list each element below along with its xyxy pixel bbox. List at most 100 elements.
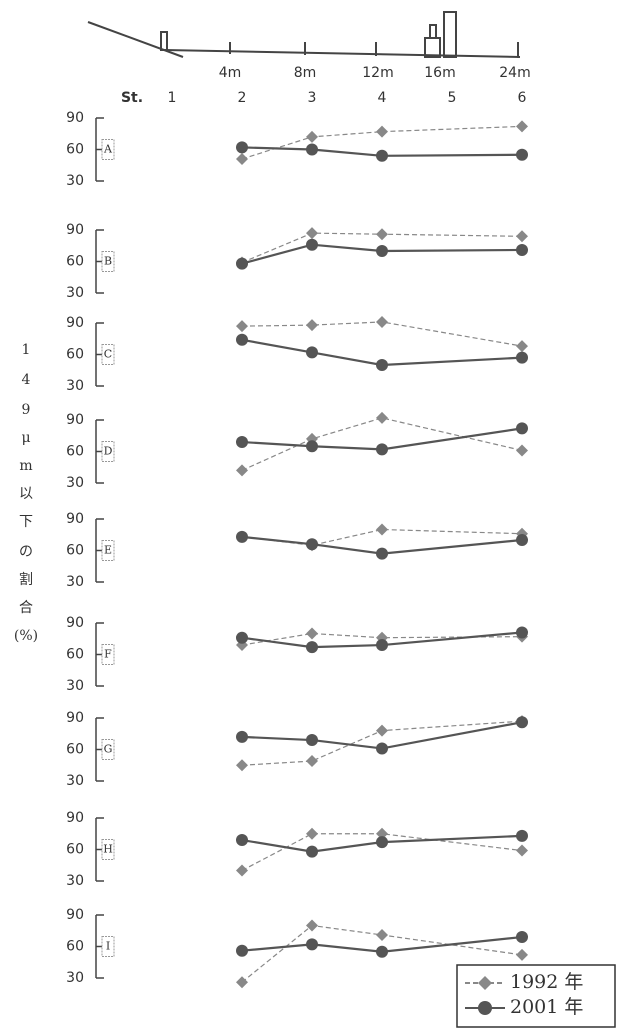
- y-axis-label: 9: [22, 402, 31, 418]
- point: [236, 258, 248, 270]
- y-tick-label: 30: [66, 678, 84, 694]
- point: [306, 538, 318, 550]
- depth-label: 24m: [499, 65, 530, 81]
- y-tick-label: 90: [66, 412, 84, 428]
- point: [376, 725, 388, 737]
- point: [236, 464, 248, 476]
- point: [376, 245, 388, 257]
- y-tick-label: 30: [66, 173, 84, 189]
- legend-marker: [478, 1001, 492, 1015]
- y-axis-label: μ: [21, 430, 30, 446]
- station-number: 2: [238, 90, 247, 106]
- point: [376, 946, 388, 958]
- point: [306, 846, 318, 858]
- y-tick-label: 60: [66, 842, 84, 858]
- point: [516, 931, 528, 943]
- point: [236, 945, 248, 957]
- y-axis-label: (%): [14, 628, 38, 644]
- y-tick-label: 60: [66, 647, 84, 663]
- panel-label: H: [103, 843, 113, 856]
- y-axis-label: 割: [19, 571, 33, 588]
- point: [516, 845, 528, 857]
- point: [306, 734, 318, 746]
- point: [376, 524, 388, 536]
- point: [236, 531, 248, 543]
- point: [236, 632, 248, 644]
- point: [306, 628, 318, 640]
- y-axis-label: m: [19, 458, 32, 474]
- y-axis-label: 合: [19, 600, 33, 616]
- point: [306, 239, 318, 251]
- point: [516, 626, 528, 638]
- panel-label: B: [104, 255, 112, 268]
- point: [516, 244, 528, 256]
- point: [376, 359, 388, 371]
- point: [306, 227, 318, 239]
- y-tick-label: 60: [66, 742, 84, 758]
- seabed: [165, 50, 520, 57]
- point: [516, 340, 528, 352]
- panel-label: I: [106, 940, 110, 953]
- y-tick-label: 90: [66, 511, 84, 527]
- point: [376, 126, 388, 138]
- point: [306, 144, 318, 156]
- y-tick-label: 90: [66, 710, 84, 726]
- point: [306, 828, 318, 840]
- point: [376, 228, 388, 240]
- point: [516, 830, 528, 842]
- y-axis-label: 1: [22, 342, 31, 358]
- depth-label: 16m: [424, 65, 455, 81]
- point: [306, 938, 318, 950]
- y-tick-label: 90: [66, 810, 84, 826]
- y-tick-label: 60: [66, 939, 84, 955]
- point: [236, 834, 248, 846]
- y-axis-label: の: [19, 544, 33, 560]
- y-tick-label: 60: [66, 142, 84, 158]
- point: [306, 346, 318, 358]
- panel-label: F: [104, 648, 112, 661]
- y-tick-label: 60: [66, 254, 84, 270]
- y-tick-label: 30: [66, 285, 84, 301]
- point: [236, 320, 248, 332]
- slope: [88, 22, 183, 57]
- panel-label: D: [104, 445, 113, 458]
- point: [516, 444, 528, 456]
- station-number: 6: [518, 90, 527, 106]
- point: [516, 949, 528, 961]
- point: [236, 865, 248, 877]
- point: [236, 731, 248, 743]
- point: [376, 412, 388, 424]
- y-tick-label: 30: [66, 970, 84, 986]
- y-tick-label: 90: [66, 222, 84, 238]
- y-tick-label: 60: [66, 444, 84, 460]
- point: [306, 131, 318, 143]
- y-tick-label: 30: [66, 773, 84, 789]
- point: [236, 334, 248, 346]
- point: [376, 836, 388, 848]
- point: [306, 319, 318, 331]
- y-axis-label: 4: [22, 372, 31, 388]
- point: [306, 920, 318, 932]
- point: [376, 150, 388, 162]
- structure: [161, 32, 167, 50]
- depth-label: 12m: [362, 65, 393, 81]
- y-tick-label: 90: [66, 615, 84, 631]
- legend-label: 2001 年: [510, 996, 583, 1018]
- station-number: 1: [168, 90, 177, 106]
- point: [306, 440, 318, 452]
- y-tick-label: 90: [66, 110, 84, 126]
- depth-label: 4m: [219, 65, 242, 81]
- point: [516, 230, 528, 242]
- point: [516, 120, 528, 132]
- point: [306, 641, 318, 653]
- point: [376, 742, 388, 754]
- point: [236, 141, 248, 153]
- panel-label: A: [103, 143, 113, 156]
- structure: [425, 38, 440, 57]
- chart: 4m8m12m16m24mSt.123456149μm以下の割合(%)30609…: [0, 0, 617, 1029]
- point: [376, 316, 388, 328]
- legend-label: 1992 年: [510, 971, 583, 993]
- structure: [444, 12, 456, 57]
- station-label: St.: [121, 90, 143, 106]
- y-tick-label: 90: [66, 315, 84, 331]
